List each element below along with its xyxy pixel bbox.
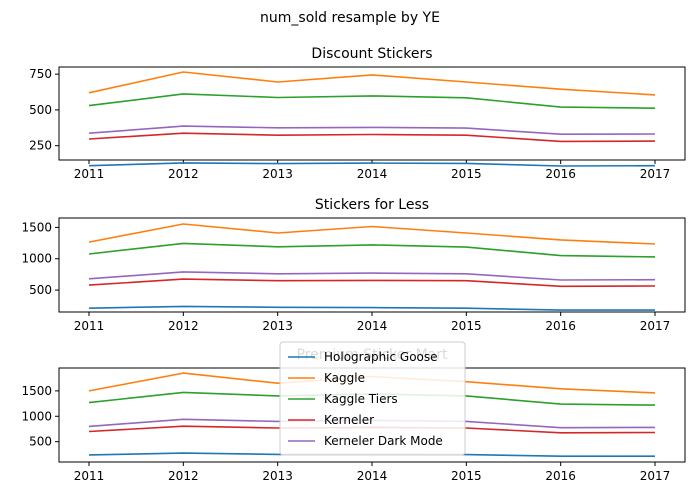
y-tick-label: 1500	[21, 384, 52, 398]
legend-label: Kaggle Tiers	[324, 392, 398, 406]
x-tick-label: 2016	[545, 319, 576, 333]
y-tick-label: 500	[29, 435, 52, 449]
y-tick-label: 500	[29, 103, 52, 117]
x-tick-label: 2017	[640, 167, 671, 181]
subplot-1: Discount Stickers 2011 2012 2013 2014 2015 201…	[29, 46, 686, 181]
series-line-kaggle	[88, 223, 656, 245]
x-tick-label: 2013	[262, 469, 293, 483]
x-tick-label: 2014	[357, 319, 388, 333]
axes-frame	[58, 217, 686, 313]
y-tick-label: 250	[29, 139, 52, 153]
legend-label: Kaggle	[324, 371, 365, 385]
x-tick-label: 2014	[357, 167, 388, 181]
legend-label: Kerneler Dark Mode	[324, 434, 443, 448]
subplot-title: Stickers for Less	[315, 197, 429, 213]
x-tick-label: 2015	[451, 167, 482, 181]
x-tick-label: 2012	[168, 469, 199, 483]
y-tick-label: 500	[29, 283, 52, 297]
x-tick-label: 2012	[168, 319, 199, 333]
series-line-kaggle-tiers	[88, 93, 656, 109]
axes-frame	[58, 66, 686, 161]
y-tick-label: 1500	[21, 220, 52, 234]
series-line-holographic-goose	[88, 305, 655, 311]
subplot-2: Stickers for Less 2011 2012 2013 2014 2015 201…	[21, 197, 686, 333]
x-tick-label: 2016	[545, 167, 576, 181]
x-tick-label: 2011	[74, 167, 105, 181]
series-line-kerneler	[88, 278, 656, 288]
x-tick-label: 2012	[168, 167, 199, 181]
figure-suptitle: num_sold resample by YE	[260, 10, 440, 26]
x-tick-label: 2017	[640, 469, 671, 483]
legend: Holographic Goose Kaggle Kaggle Tiers Kerne…	[279, 341, 466, 456]
series-line-kaggle	[88, 71, 656, 96]
legend-label: Kerneler	[324, 413, 374, 427]
legend-label: Holographic Goose	[324, 350, 438, 364]
x-tick-label: 2013	[262, 319, 293, 333]
x-tick-label: 2011	[74, 469, 105, 483]
x-tick-label: 2016	[545, 469, 576, 483]
series-line-kerneler-dark-mode	[88, 271, 656, 281]
x-tick-label: 2015	[451, 469, 482, 483]
x-tick-label: 2017	[640, 319, 671, 333]
x-tick-label: 2011	[74, 319, 105, 333]
y-tick-label: 750	[29, 67, 52, 81]
x-tick-label: 2015	[451, 319, 482, 333]
series-line-kerneler-dark-mode	[88, 125, 656, 135]
series-line-kaggle-tiers	[88, 242, 656, 258]
y-tick-label: 1000	[21, 409, 52, 423]
legend-box	[279, 341, 466, 456]
series-line-holographic-goose	[88, 162, 656, 167]
x-tick-label: 2013	[262, 167, 293, 181]
subplot-title: Discount Stickers	[311, 46, 432, 62]
series-line-kerneler	[88, 132, 656, 143]
y-tick-label: 1000	[21, 252, 52, 266]
x-tick-label: 2014	[357, 469, 388, 483]
